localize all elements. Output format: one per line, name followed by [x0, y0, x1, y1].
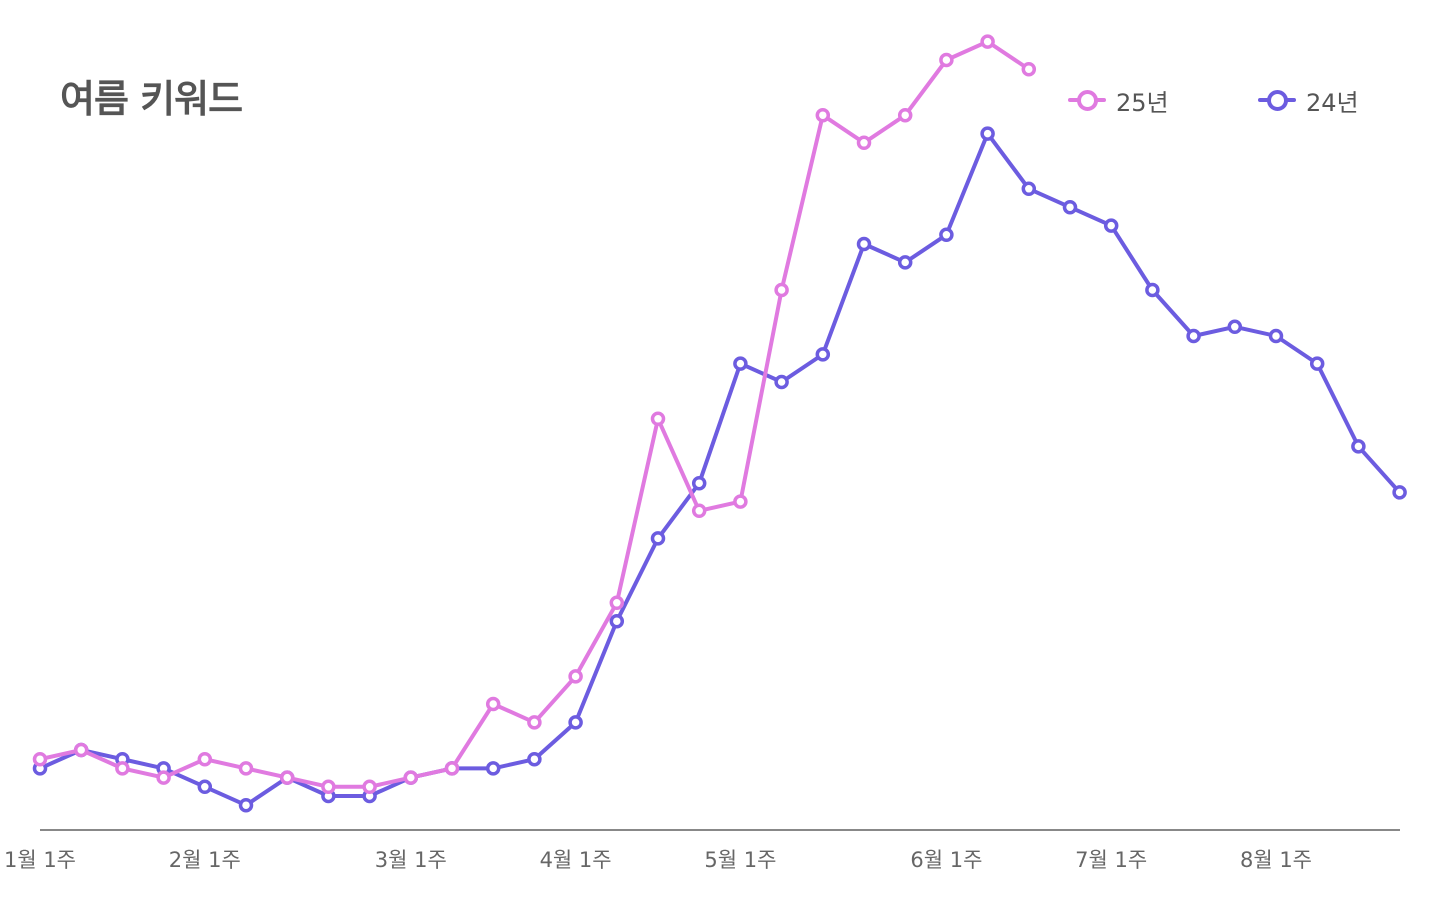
- data-point[interactable]: [939, 52, 954, 68]
- legend-label: 25년: [1116, 88, 1169, 117]
- legend-label: 24년: [1306, 88, 1359, 117]
- data-point[interactable]: [691, 503, 707, 519]
- data-point[interactable]: [897, 255, 913, 270]
- data-point[interactable]: [1021, 181, 1037, 197]
- data-point[interactable]: [73, 742, 89, 758]
- data-point[interactable]: [815, 347, 831, 362]
- data-point[interactable]: [897, 107, 913, 123]
- data-point[interactable]: [321, 779, 336, 795]
- data-point[interactable]: [527, 715, 542, 730]
- data-point[interactable]: [650, 531, 666, 546]
- data-point[interactable]: [1227, 319, 1243, 335]
- series-24년: [32, 126, 1407, 813]
- legend-dot: [1267, 90, 1288, 111]
- data-point[interactable]: [485, 761, 501, 776]
- x-tick-label: 2월 1주: [169, 848, 241, 872]
- data-point[interactable]: [609, 595, 625, 611]
- chart-title: 여름 키워드: [60, 77, 243, 121]
- data-point[interactable]: [1186, 328, 1201, 344]
- data-point[interactable]: [568, 669, 583, 684]
- data-point[interactable]: [238, 797, 254, 813]
- data-point[interactable]: [115, 761, 130, 776]
- x-tick-label: 4월 1주: [540, 848, 612, 872]
- data-point[interactable]: [362, 779, 377, 795]
- data-point[interactable]: [238, 761, 254, 776]
- series-25년: [32, 34, 1037, 795]
- data-point[interactable]: [691, 475, 707, 491]
- x-tick-label: 7월 1주: [1075, 848, 1147, 872]
- data-point[interactable]: [856, 135, 872, 151]
- series-line: [38, 131, 1402, 808]
- legend-marker-icon: [1068, 82, 1106, 118]
- data-point[interactable]: [197, 751, 213, 767]
- legend-item-25[interactable]: 25년: [1068, 82, 1169, 118]
- data-point[interactable]: [650, 411, 666, 427]
- data-point[interactable]: [980, 126, 995, 141]
- x-tick-label: 6월 1주: [910, 848, 982, 872]
- data-point[interactable]: [980, 34, 995, 49]
- x-tick-label: 1월 1주: [4, 848, 76, 872]
- data-point[interactable]: [1351, 439, 1366, 454]
- x-tick-label: 8월 1주: [1240, 848, 1312, 872]
- data-point[interactable]: [774, 374, 789, 390]
- x-tick-label: 5월 1주: [704, 848, 776, 872]
- data-point[interactable]: [527, 751, 542, 767]
- data-point[interactable]: [279, 770, 295, 785]
- data-point[interactable]: [156, 770, 171, 785]
- data-point[interactable]: [1392, 485, 1407, 500]
- data-point[interactable]: [856, 236, 872, 252]
- legend-dot: [1077, 90, 1098, 111]
- series-line: [38, 39, 1031, 789]
- data-point[interactable]: [197, 779, 213, 795]
- data-point[interactable]: [1062, 199, 1078, 215]
- data-point[interactable]: [609, 613, 625, 629]
- data-point[interactable]: [403, 770, 419, 785]
- data-point[interactable]: [1145, 282, 1160, 298]
- data-point[interactable]: [733, 356, 748, 371]
- data-point[interactable]: [1268, 328, 1284, 344]
- data-point[interactable]: [444, 761, 460, 776]
- data-point[interactable]: [939, 227, 954, 243]
- legend-marker-icon: [1258, 82, 1296, 118]
- data-point[interactable]: [1103, 218, 1119, 233]
- data-point[interactable]: [568, 715, 583, 730]
- x-tick-label: 3월 1주: [375, 848, 447, 872]
- data-point[interactable]: [1309, 356, 1325, 371]
- data-point[interactable]: [32, 751, 48, 767]
- data-point[interactable]: [774, 282, 789, 298]
- data-point[interactable]: [815, 107, 831, 123]
- data-point[interactable]: [1021, 61, 1037, 77]
- data-point[interactable]: [485, 696, 501, 712]
- legend-item-24[interactable]: 24년: [1258, 82, 1359, 118]
- data-point[interactable]: [733, 494, 748, 509]
